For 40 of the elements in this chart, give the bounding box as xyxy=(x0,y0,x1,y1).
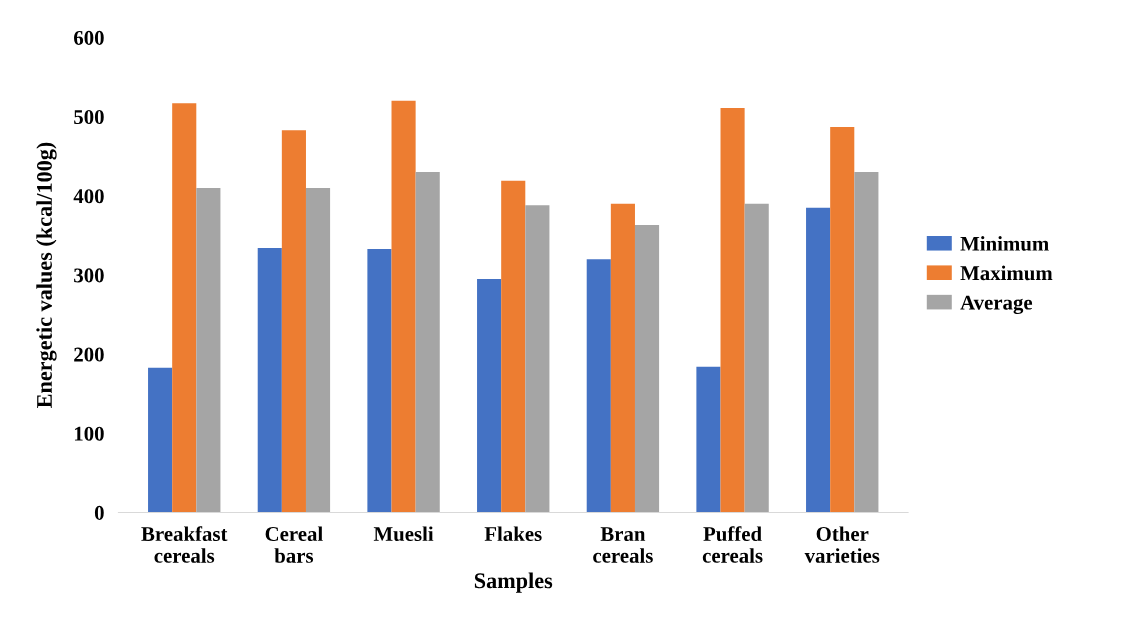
y-tick-label: 600 xyxy=(74,30,104,45)
bar xyxy=(525,205,550,513)
x-tick-label: Muesli xyxy=(373,526,434,542)
bar xyxy=(196,187,221,513)
x-tick-label: Cereal bars xyxy=(265,526,323,563)
bar xyxy=(172,103,197,513)
bar xyxy=(148,367,173,513)
bar xyxy=(854,172,879,513)
bar xyxy=(305,187,331,513)
bar xyxy=(415,172,440,513)
y-axis-title: Energetic values (kcal/100g) xyxy=(36,142,57,408)
bar xyxy=(610,203,635,513)
legend-label: Maximum xyxy=(960,265,1053,281)
legend-label: Minimum xyxy=(960,236,1049,251)
bar xyxy=(720,107,745,513)
y-tick-label: 100 xyxy=(74,426,104,441)
bar xyxy=(501,180,526,513)
y-tick-label: 400 xyxy=(73,189,104,204)
bar xyxy=(744,203,769,513)
x-tick-label: Bran cereals xyxy=(593,527,653,563)
bar xyxy=(830,126,855,513)
bar xyxy=(281,130,306,513)
bar xyxy=(586,259,611,513)
x-axis-title: Samples xyxy=(474,572,553,593)
bar xyxy=(806,207,831,513)
x-tick-label: Puffed cereals xyxy=(702,526,763,563)
y-tick-label: 500 xyxy=(74,110,104,125)
y-tick-label: 300 xyxy=(74,268,104,283)
bar xyxy=(696,366,721,513)
bar xyxy=(391,100,416,513)
x-tick-label: Breakfast cereals xyxy=(141,526,228,563)
bar xyxy=(477,278,502,513)
legend-label: Average xyxy=(960,295,1033,315)
y-tick-label: 0 xyxy=(94,505,104,520)
x-tick-label: Other varieties xyxy=(804,526,880,563)
bar xyxy=(367,248,392,513)
y-tick-label: 200 xyxy=(74,347,104,362)
x-tick-label: Flakes xyxy=(484,526,542,542)
bar xyxy=(634,225,660,513)
bar xyxy=(257,248,282,513)
